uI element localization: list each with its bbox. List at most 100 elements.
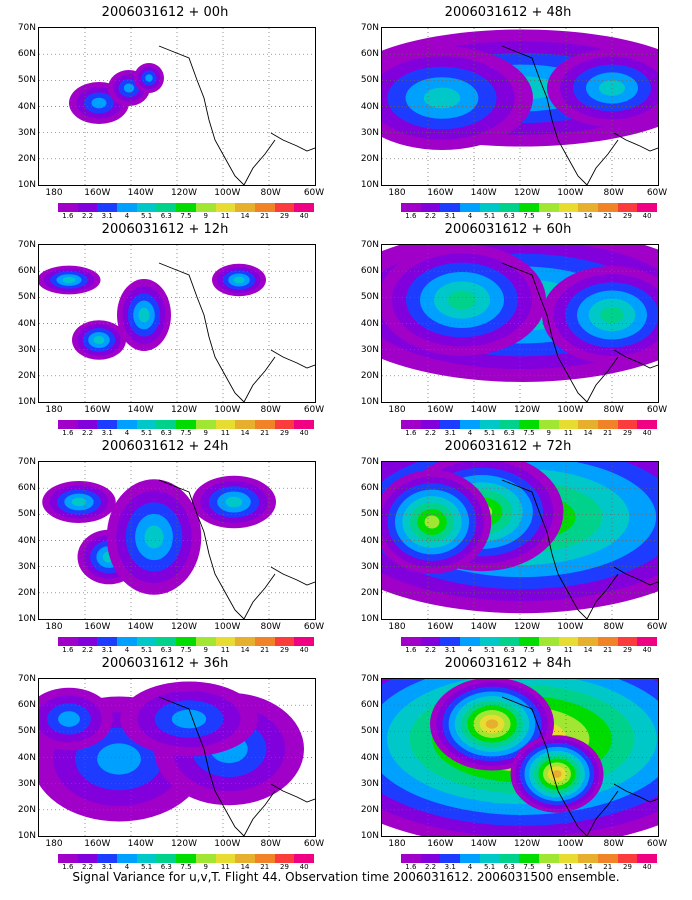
- lat-tick-label: 20N: [360, 153, 379, 164]
- lon-tick-label: 140W: [470, 405, 497, 415]
- colorbar-swatch: [578, 203, 598, 212]
- colorbar-label: 6.3: [160, 212, 172, 220]
- map-panel: 2006031612 + 84h 70N 60N 50N 40N 30N 20N 10N 180…: [348, 656, 668, 871]
- lon-tick-label: 180: [388, 839, 406, 849]
- lon-tick-label: 100W: [214, 622, 241, 632]
- colorbar-swatch: [254, 637, 275, 646]
- colorbar-swatch: [235, 637, 255, 646]
- variance-contour: [93, 336, 105, 344]
- colorbar: [401, 637, 657, 646]
- colorbar-label: 40: [299, 863, 309, 871]
- lat-tick-label: 40N: [17, 752, 36, 763]
- lon-tick-label: 60W: [646, 188, 668, 198]
- lat-tick-label: 40N: [17, 535, 36, 546]
- colorbar-label: 3.1: [444, 212, 456, 220]
- lat-tick-label: 50N: [17, 509, 36, 520]
- colorbar-label: 5.1: [484, 212, 496, 220]
- lon-tick-label: 120W: [170, 188, 198, 198]
- panel-title: 2006031612 + 24h: [101, 439, 229, 454]
- colorbar-swatch: [420, 637, 441, 646]
- map-panel: 2006031612 + 36h 70N 60N 50N 40N 30N 20N 10N 180…: [5, 656, 325, 871]
- colorbar-swatch: [117, 854, 137, 863]
- lon-tick-label: 180: [388, 622, 406, 632]
- lon-tick-label: 80W: [603, 839, 624, 849]
- colorbar-swatch: [294, 203, 314, 212]
- lon-tick-label: 80W: [603, 622, 624, 632]
- colorbar-swatch: [294, 637, 314, 646]
- lon-tick-label: 140W: [470, 839, 497, 849]
- lon-tick-label: 80W: [260, 622, 281, 632]
- colorbar-swatch: [558, 637, 579, 646]
- lon-tick-label: 100W: [214, 188, 241, 198]
- colorbar-swatch: [294, 854, 314, 863]
- variance-contour: [71, 497, 87, 507]
- panel-title: 2006031612 + 48h: [444, 5, 572, 20]
- colorbar: [401, 854, 657, 863]
- colorbar-swatch: [401, 203, 421, 212]
- colorbar-swatch: [617, 854, 638, 863]
- colorbar-label: 21: [260, 429, 270, 437]
- colorbar-swatch: [499, 420, 520, 429]
- lat-tick-label: 60N: [17, 49, 36, 60]
- panel-title: 2006031612 + 00h: [101, 5, 229, 20]
- lat-tick-label: 60N: [360, 49, 379, 60]
- colorbar-label: 14: [240, 863, 250, 871]
- colorbar: [401, 203, 657, 212]
- colorbar-swatch: [519, 203, 539, 212]
- lon-tick-label: 60W: [646, 839, 668, 849]
- panel-title: 2006031612 + 12h: [101, 222, 229, 237]
- lon-tick-label: 100W: [214, 839, 241, 849]
- colorbar-label: 40: [299, 429, 309, 437]
- lon-tick-label: 140W: [470, 188, 497, 198]
- colorbar-label: 2.2: [424, 212, 437, 220]
- colorbar-swatch: [538, 637, 559, 646]
- map-panel: 2006031612 + 12h 70N 60N 50N 40N 30N 20N 10N 180…: [5, 222, 325, 437]
- colorbar-label: 14: [240, 429, 250, 437]
- colorbar-swatch: [617, 420, 638, 429]
- colorbar-swatch: [195, 420, 216, 429]
- colorbar-swatch: [274, 203, 295, 212]
- colorbar-label: 1.6: [405, 863, 417, 871]
- lat-tick-label: 70N: [17, 23, 36, 33]
- colorbar-swatch: [97, 854, 118, 863]
- colorbar-swatch: [58, 637, 78, 646]
- lat-tick-label: 40N: [360, 318, 379, 329]
- lat-tick-label: 40N: [360, 752, 379, 763]
- colorbar-swatch: [479, 420, 500, 429]
- lat-tick-label: 20N: [360, 587, 379, 598]
- colorbar-label: 4: [124, 212, 130, 220]
- lon-tick-label: 120W: [170, 405, 198, 415]
- variance-contour: [225, 496, 243, 508]
- colorbar-swatch: [578, 854, 598, 863]
- lat-tick-label: 20N: [360, 370, 379, 381]
- lat-tick-label: 70N: [360, 240, 379, 250]
- colorbar-swatch: [401, 854, 421, 863]
- lat-tick-label: 10N: [360, 180, 379, 190]
- colorbar-swatch: [597, 420, 618, 429]
- colorbar-swatch: [460, 203, 480, 212]
- variance-contour: [423, 87, 461, 109]
- colorbar-swatch: [538, 420, 559, 429]
- colorbar-swatch: [156, 420, 177, 429]
- colorbar-label: 11: [220, 429, 230, 437]
- variance-contour: [58, 711, 80, 727]
- lon-tick-label: 60W: [303, 839, 325, 849]
- lat-tick-label: 30N: [360, 344, 379, 355]
- lon-tick-label: 180: [45, 188, 63, 198]
- colorbar-swatch: [479, 203, 500, 212]
- colorbar: [401, 420, 657, 429]
- colorbar-label: 14: [583, 646, 593, 654]
- colorbar-label: 21: [603, 212, 613, 220]
- colorbar-label: 7.5: [523, 863, 535, 871]
- colorbar-swatch: [460, 637, 480, 646]
- colorbar: [58, 420, 314, 429]
- colorbar-swatch: [77, 854, 98, 863]
- colorbar-label: 9: [203, 863, 208, 871]
- colorbar-swatch: [558, 203, 579, 212]
- lat-tick-label: 60N: [360, 700, 379, 711]
- colorbar-label: 5.1: [484, 863, 496, 871]
- panel-title: 2006031612 + 72h: [444, 439, 572, 454]
- colorbar-label: 14: [583, 429, 593, 437]
- colorbar-label: 3.1: [444, 646, 456, 654]
- panel-title: 2006031612 + 60h: [444, 222, 572, 237]
